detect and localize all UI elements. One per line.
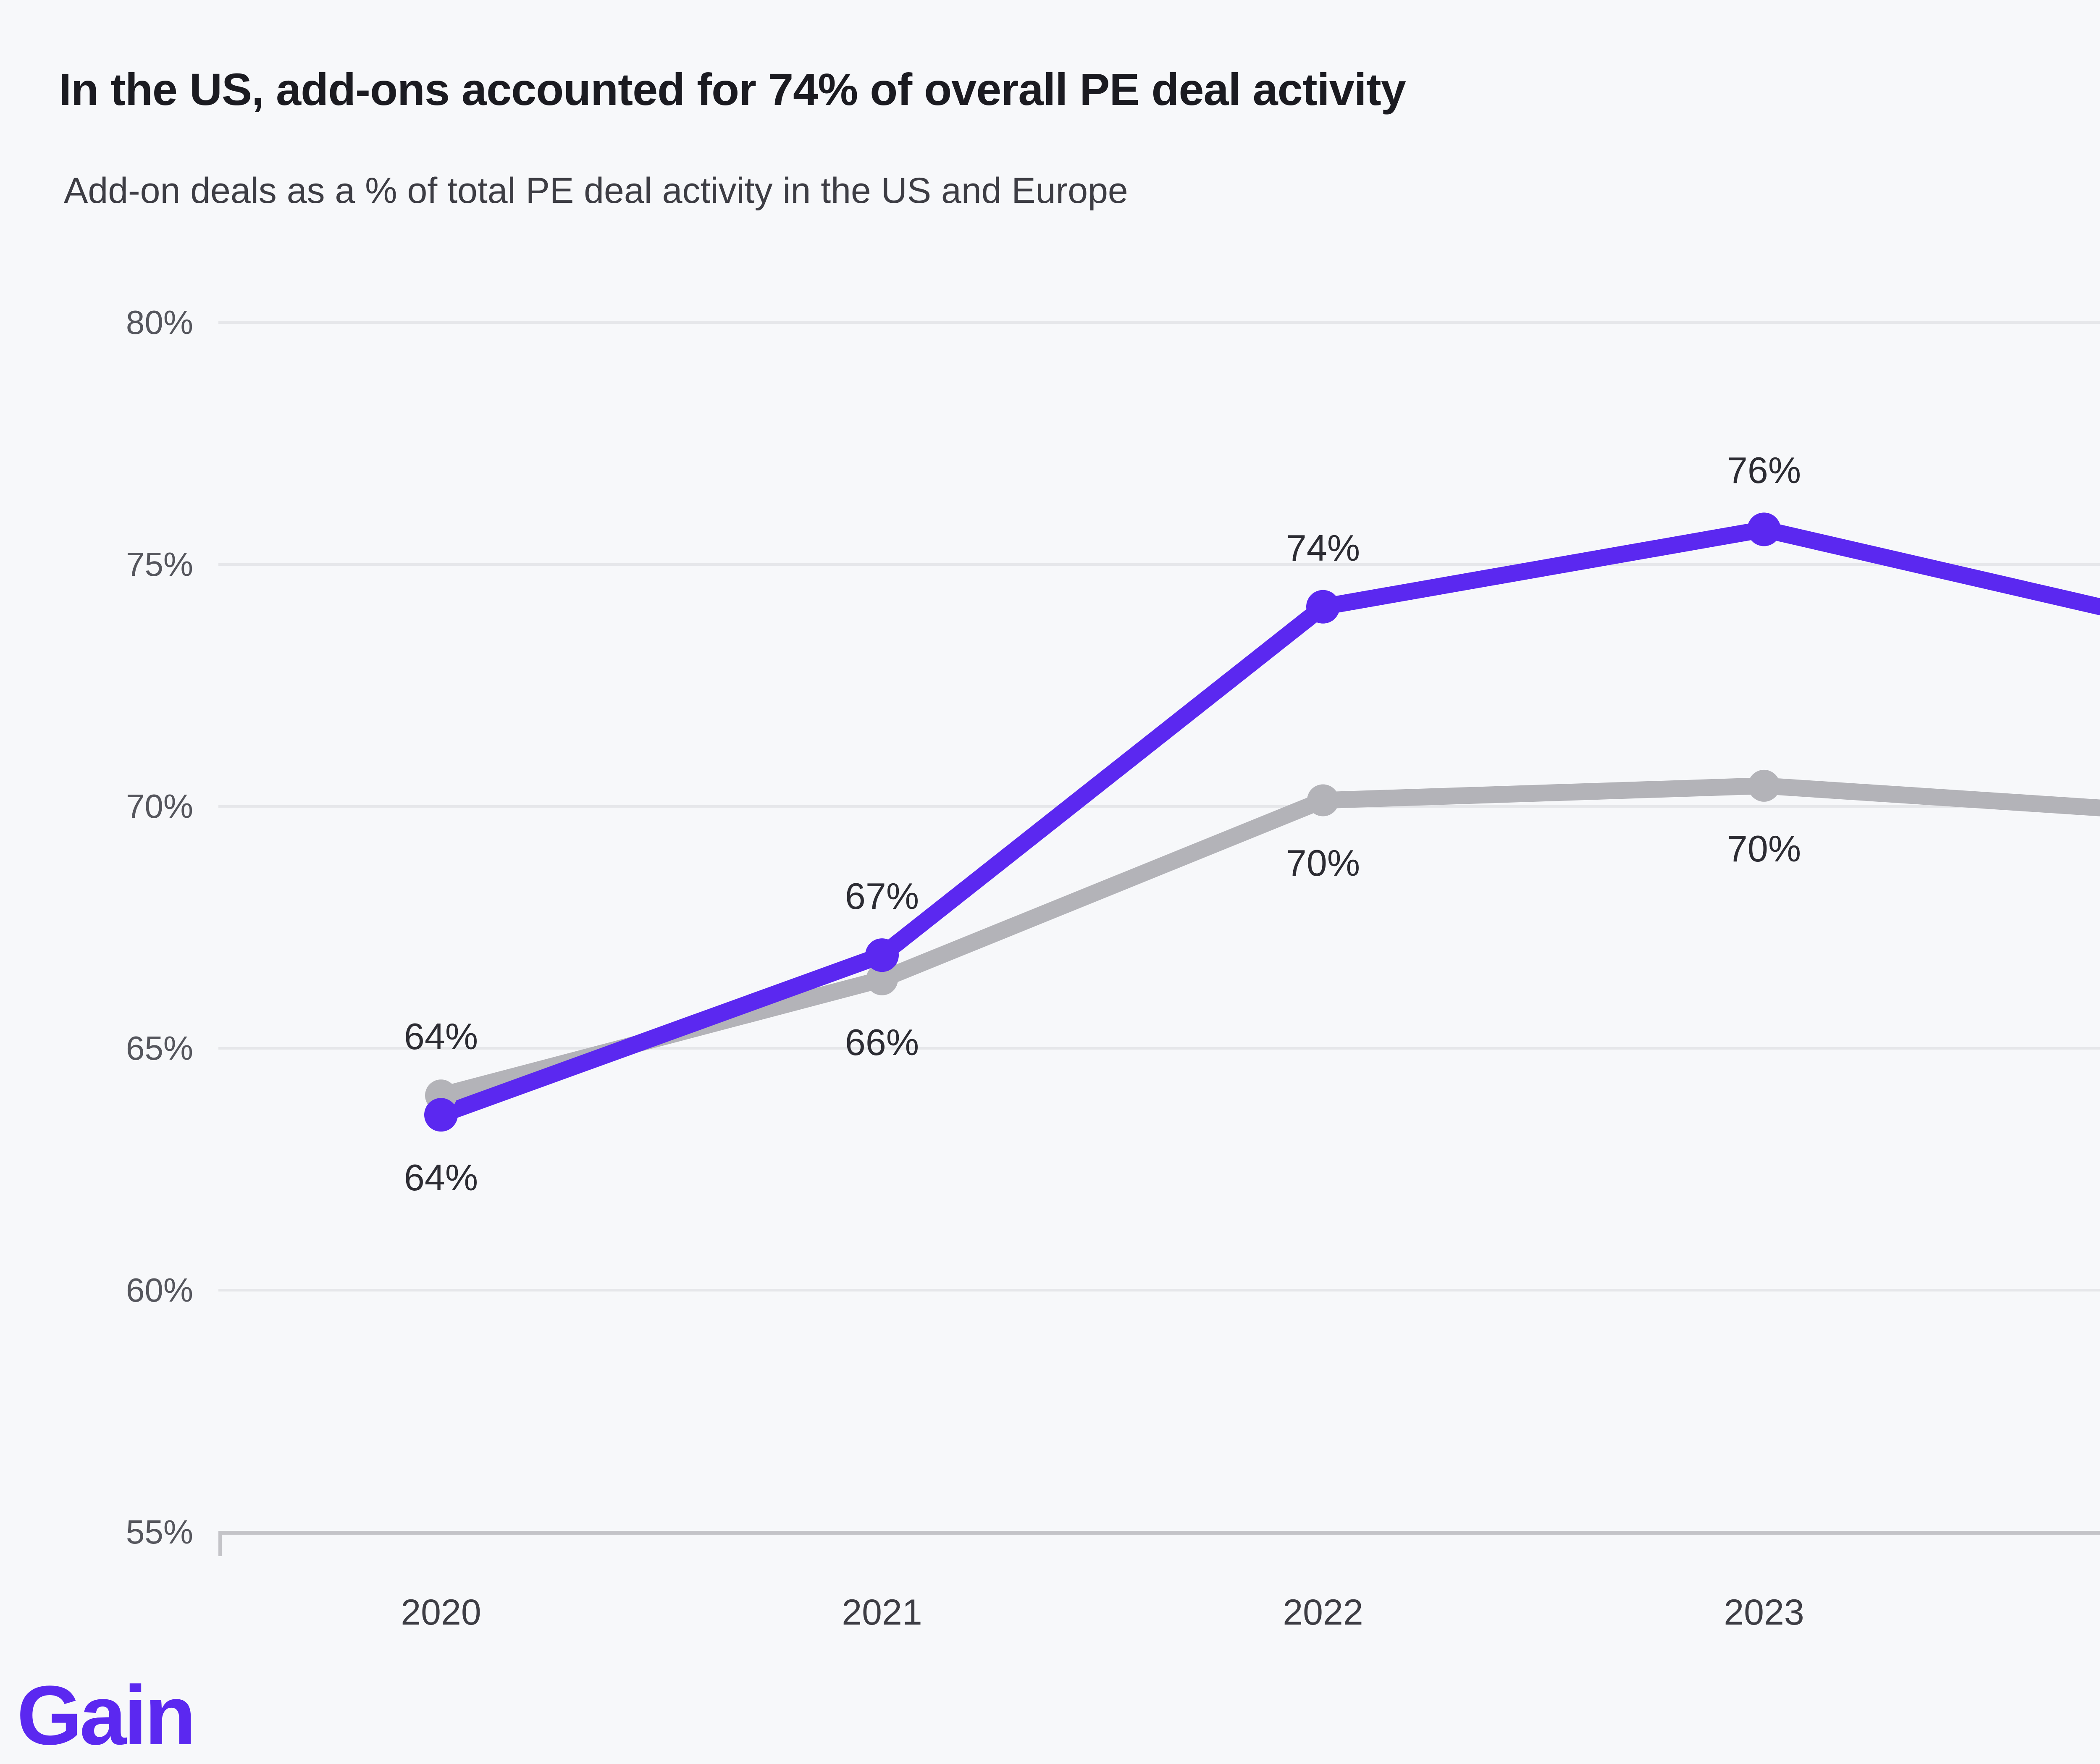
eu-value-label-2021: 66%: [845, 1021, 919, 1063]
gain-logo: Gain: [17, 1669, 196, 1762]
gridline-80: [218, 321, 2100, 324]
us-marker-2021: [865, 938, 899, 972]
european-add-ons-line: [433, 777, 2100, 1104]
us-marker-2023: [1747, 512, 1781, 546]
eu-value-label-2020: 64%: [404, 1016, 478, 1058]
y-tick-label-75: 75%: [126, 546, 193, 583]
gridline-60: [218, 1289, 2100, 1292]
us-value-label-2022: 74%: [1286, 527, 1360, 569]
eu-marker-2022: [1307, 784, 1339, 816]
gridline-75: [218, 563, 2100, 566]
y-tick-label-80: 80%: [126, 304, 193, 341]
y-axis-tick: [218, 1531, 222, 1556]
x-tick-label-2020: 2020: [401, 1592, 481, 1633]
eu-value-label-2022: 70%: [1286, 842, 1360, 884]
gridline-70: [218, 805, 2100, 808]
us-marker-2022: [1306, 590, 1340, 624]
chart-title: In the US, add-ons accounted for 74% of …: [59, 64, 1406, 115]
y-tick-label-60: 60%: [126, 1271, 193, 1309]
chart-subtitle: Add-on deals as a % of total PE deal act…: [64, 171, 1128, 211]
us-value-label-2020: 64%: [404, 1157, 478, 1199]
us-value-label-2021: 67%: [845, 875, 919, 917]
us-add-ons-markers: [424, 512, 1781, 1132]
us-add-ons-line: [433, 521, 2100, 1124]
y-tick-label-70: 70%: [126, 788, 193, 825]
gridline-65: [218, 1047, 2100, 1050]
x-axis-line: [218, 1531, 2100, 1535]
y-tick-label-55: 55%: [126, 1513, 193, 1551]
us-marker-2020: [424, 1098, 458, 1132]
eu-value-label-2023: 70%: [1727, 827, 1801, 869]
x-tick-label-2022: 2022: [1283, 1592, 1363, 1633]
us-value-label-2023: 76%: [1727, 449, 1801, 491]
y-tick-label-65: 65%: [126, 1029, 193, 1067]
eu-marker-2021: [866, 963, 898, 995]
eu-marker-2023: [1748, 769, 1780, 802]
x-tick-label-2023: 2023: [1724, 1592, 1804, 1633]
x-tick-label-2021: 2021: [842, 1592, 922, 1633]
